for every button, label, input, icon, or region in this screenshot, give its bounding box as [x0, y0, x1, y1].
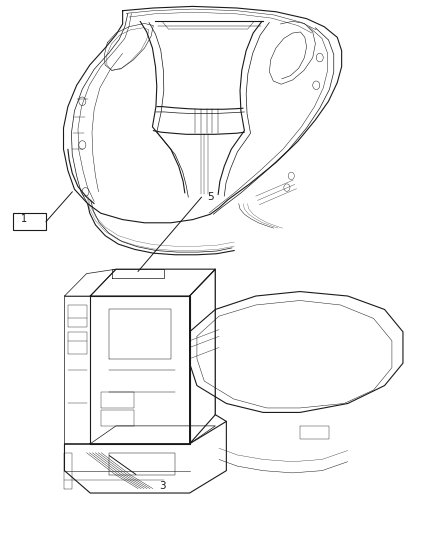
Text: 1: 1 — [21, 214, 27, 223]
Text: 5: 5 — [207, 192, 214, 202]
Bar — [13, 213, 46, 230]
Text: 3: 3 — [159, 481, 166, 491]
